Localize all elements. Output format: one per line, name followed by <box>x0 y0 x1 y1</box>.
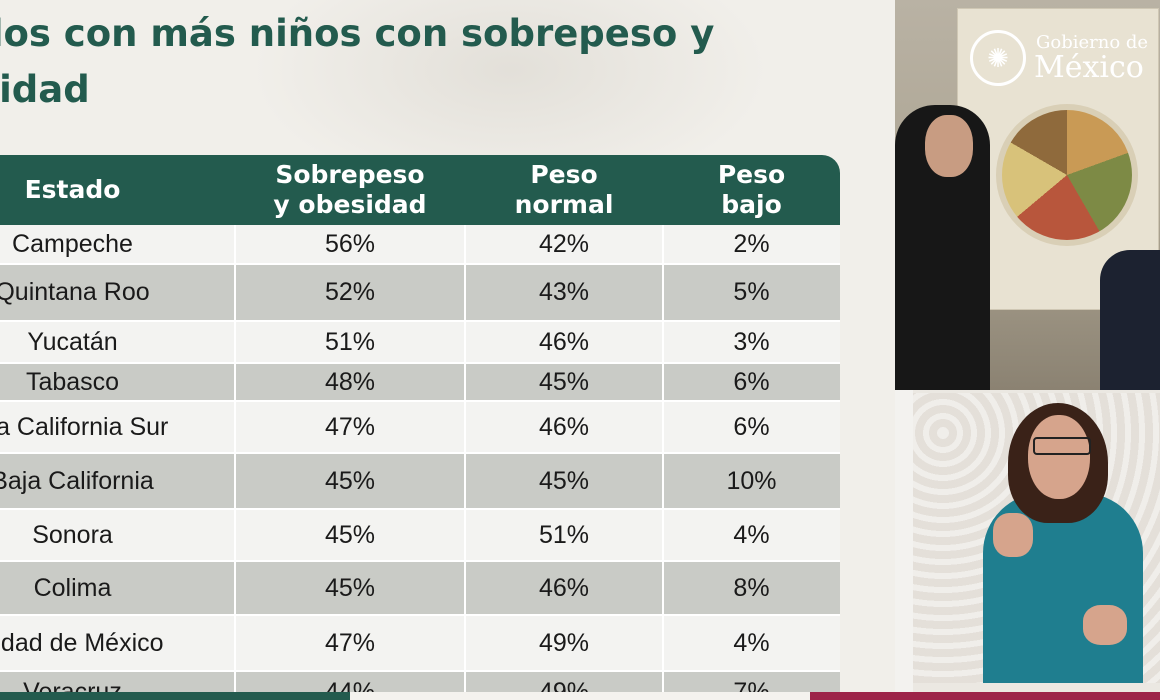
column-separator <box>234 265 236 320</box>
cell-peso-bajo: 6% <box>733 367 770 396</box>
column-separator <box>234 402 236 452</box>
cell-peso-bajo: 10% <box>726 466 777 495</box>
column-separator <box>662 402 664 452</box>
column-separator <box>464 510 466 560</box>
data-table: Estado Sobrepeso y obesidad Peso normal … <box>0 155 840 700</box>
cell-peso-normal: 46% <box>538 327 590 356</box>
food-plate-icon <box>996 104 1138 246</box>
cell-peso-bajo: 6% <box>733 412 770 441</box>
column-separator <box>464 225 466 263</box>
column-separator <box>662 672 664 700</box>
cell-peso-bajo: 3% <box>733 327 770 356</box>
cell-peso-normal: 42% <box>538 229 590 258</box>
cell-sobrepeso: 52% <box>324 278 376 306</box>
column-separator <box>662 265 664 320</box>
cell-estado: Quintana Roo <box>0 278 150 306</box>
gobierno-logo: ✺ Gobierno de México <box>968 30 1158 90</box>
cell-sobrepeso: 51% <box>324 327 376 356</box>
bottom-bar-white <box>350 692 810 700</box>
cell-peso-bajo: 4% <box>733 520 770 549</box>
cell-peso-normal: 51% <box>538 520 590 549</box>
header-estado: Estado <box>24 175 121 204</box>
cell-peso-bajo: 8% <box>733 573 770 602</box>
column-separator <box>234 454 236 508</box>
cell-estado: Tabasco <box>25 367 120 396</box>
column-separator <box>464 672 466 700</box>
glasses-icon <box>1033 437 1091 455</box>
column-separator <box>234 562 236 614</box>
cell-estado: Baja California <box>0 466 154 495</box>
table-row: Colima 45% 46% 8% <box>0 562 840 616</box>
cell-peso-bajo: 4% <box>733 628 770 657</box>
header-peso-normal: Peso normal <box>514 160 614 219</box>
cell-sobrepeso: 45% <box>324 520 376 549</box>
table-row: Sonora 45% 51% 4% <box>0 510 840 562</box>
table-row: Quintana Roo 52% 43% 5% <box>0 265 840 322</box>
column-separator <box>662 616 664 670</box>
cell-estado: iudad de México <box>0 628 164 657</box>
column-separator <box>234 616 236 670</box>
cell-peso-bajo: 5% <box>733 278 770 306</box>
interpreter-hand-right <box>1083 605 1127 645</box>
cell-peso-normal: 46% <box>538 573 590 602</box>
column-separator <box>464 265 466 320</box>
presentation-slide: ados con más niños con sobrepeso y esida… <box>0 0 840 700</box>
column-separator <box>464 616 466 670</box>
cell-peso-normal: 43% <box>538 278 590 306</box>
cell-sobrepeso: 45% <box>324 573 376 602</box>
cell-estado: Campeche <box>12 229 133 258</box>
column-separator <box>464 364 466 400</box>
column-separator <box>234 225 236 263</box>
column-separator <box>662 510 664 560</box>
student-figure <box>1100 250 1160 390</box>
table-row: Tabasco 48% 45% 6% <box>0 364 840 402</box>
column-separator <box>464 562 466 614</box>
cell-estado: Yucatán <box>27 327 118 356</box>
cell-sobrepeso: 56% <box>324 229 376 258</box>
cell-sobrepeso: 47% <box>324 628 376 657</box>
table-row: Yucatán 51% 46% 3% <box>0 322 840 364</box>
table-body: Campeche 56% 42% 2% Quintana Roo 52% 43% 5% Yuca… <box>0 225 840 700</box>
table-row: Baja California 45% 45% 10% <box>0 454 840 510</box>
column-separator <box>662 454 664 508</box>
column-separator <box>234 364 236 400</box>
header-sobrepeso: Sobrepeso y obesidad <box>273 160 427 219</box>
column-separator <box>662 364 664 400</box>
column-separator <box>662 322 664 362</box>
cell-peso-normal: 49% <box>538 628 590 657</box>
slide-title: ados con más niños con sobrepeso y esida… <box>0 12 715 111</box>
cell-peso-bajo: 2% <box>733 229 770 258</box>
column-separator <box>464 402 466 452</box>
header-peso-bajo: Peso bajo <box>717 160 786 219</box>
cell-estado: Colima <box>33 573 112 602</box>
bottom-bar-red <box>810 692 1160 700</box>
column-separator <box>234 672 236 700</box>
cell-peso-normal: 45% <box>538 367 590 396</box>
cell-estado: aja California Sur <box>0 412 169 441</box>
column-separator <box>662 225 664 263</box>
column-separator <box>234 322 236 362</box>
column-separator <box>464 454 466 508</box>
bottom-color-bar <box>0 692 1160 700</box>
logo-line2: México <box>1034 50 1144 85</box>
eagle-seal-icon: ✺ <box>970 30 1026 86</box>
cell-sobrepeso: 47% <box>324 412 376 441</box>
table-row: iudad de México 47% 49% 4% <box>0 616 840 672</box>
column-separator <box>234 510 236 560</box>
table-row: Campeche 56% 42% 2% <box>0 225 840 265</box>
cell-estado: Sonora <box>32 520 113 549</box>
column-separator <box>464 322 466 362</box>
interpreter-face <box>1028 415 1090 499</box>
cell-peso-normal: 45% <box>538 466 590 495</box>
table-header: Estado Sobrepeso y obesidad Peso normal … <box>0 155 840 225</box>
presenter-face <box>925 115 973 177</box>
cell-sobrepeso: 48% <box>324 367 376 396</box>
column-separator <box>662 562 664 614</box>
cell-sobrepeso: 45% <box>324 466 376 495</box>
sign-language-interpreter-video <box>913 393 1160 683</box>
cell-peso-normal: 46% <box>538 412 590 441</box>
logo-line1: Gobierno de <box>1036 32 1149 53</box>
interpreter-hand-left <box>993 513 1033 557</box>
table-row: aja California Sur 47% 46% 6% <box>0 402 840 454</box>
